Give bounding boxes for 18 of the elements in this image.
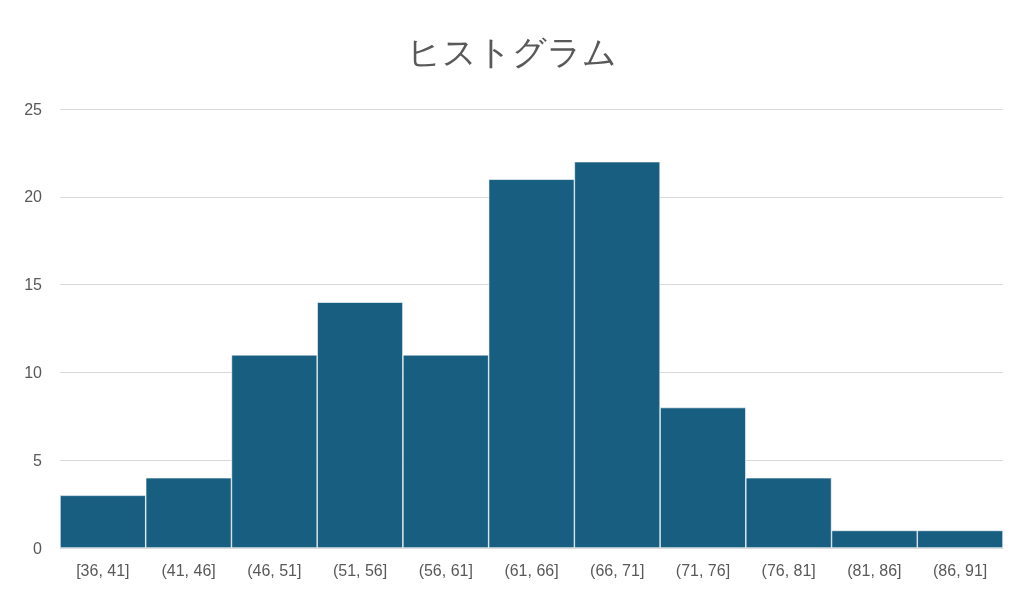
- x-tick-label: (81, 86]: [847, 561, 902, 579]
- x-tick-label: (46, 51]: [247, 561, 302, 579]
- y-tick-label: 20: [24, 188, 43, 206]
- x-tick-label: (41, 46]: [161, 561, 216, 579]
- y-tick-label: 25: [24, 100, 43, 118]
- x-tick-label: (56, 61]: [418, 561, 473, 579]
- x-tick-label: (66, 71]: [590, 561, 645, 579]
- x-tick-label: (51, 56]: [332, 561, 388, 579]
- x-tick-label: (76, 81]: [761, 561, 816, 579]
- y-tick-label: 5: [33, 451, 43, 469]
- x-tick-label: (86, 91]: [933, 561, 988, 579]
- x-tick-label: (71, 76]: [675, 561, 731, 579]
- y-tick-label: 15: [24, 276, 43, 294]
- chart-title: ヒストグラム: [407, 32, 617, 72]
- y-tick-label: 0: [33, 539, 43, 557]
- x-tick-label: (61, 66]: [504, 561, 559, 579]
- x-tick-label: [36, 41]: [76, 561, 130, 579]
- y-tick-label: 10: [24, 363, 43, 381]
